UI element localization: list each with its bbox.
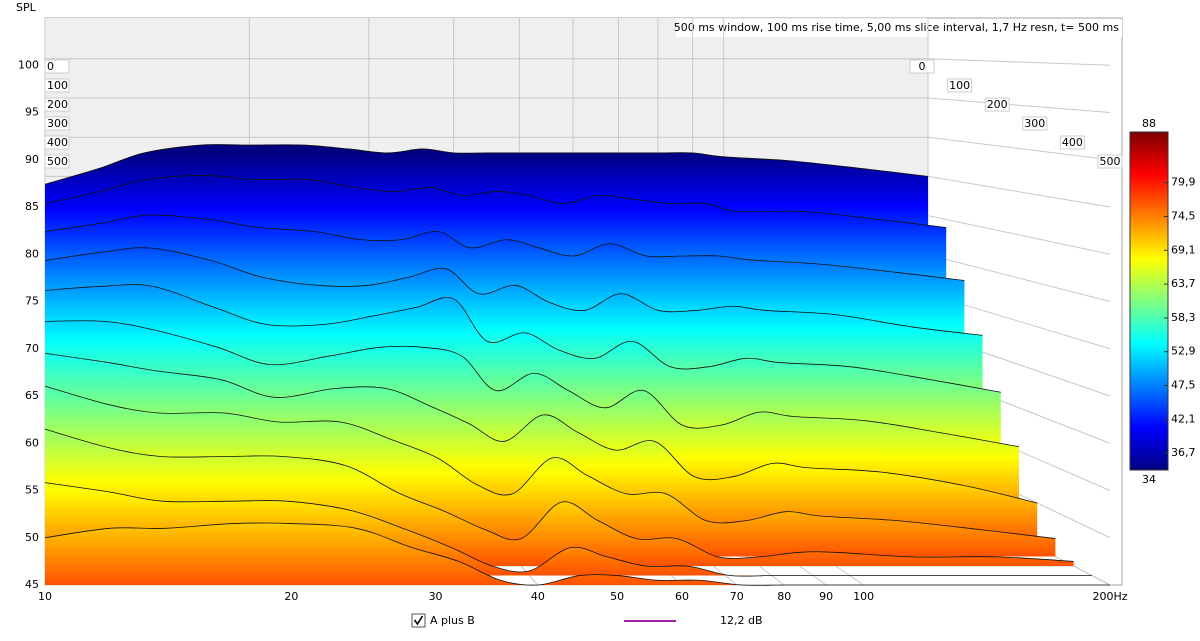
y-tick-label: 75	[25, 295, 39, 308]
colorbar-label: 63,7	[1171, 277, 1196, 290]
x-tick-label: 30	[429, 590, 443, 603]
z-tick-box	[1059, 135, 1085, 150]
z-tick-label: 500	[1100, 155, 1121, 168]
z-tick-label: 400	[47, 136, 68, 149]
z-tick-box	[44, 78, 70, 93]
z-tick-label: 0	[47, 60, 54, 73]
slice-line	[44, 144, 929, 185]
z-tick-label: 100	[949, 79, 970, 92]
y-label: SPL	[16, 1, 37, 14]
colorbar-label: 79,9	[1171, 176, 1196, 189]
y-tick-label: 70	[25, 342, 39, 355]
y-tick-label: 85	[25, 200, 39, 213]
z-tick-box	[1022, 116, 1048, 131]
x-tick-label: 80	[777, 590, 791, 603]
x-tick-label: 50	[610, 590, 624, 603]
z-tick-box	[947, 78, 973, 93]
y-tick-label: 45	[25, 578, 39, 591]
slice-line	[44, 385, 1056, 539]
y-tick-label: 80	[25, 247, 39, 260]
slice-line	[44, 522, 1110, 586]
x-tick-label: 60	[675, 590, 689, 603]
slice-fill	[45, 522, 1110, 586]
colorbar-label: 36,7	[1171, 446, 1196, 459]
z-tick-box	[984, 97, 1010, 112]
z-tick-label: 400	[1062, 136, 1083, 149]
colorbar	[1129, 131, 1169, 471]
slice-line	[44, 214, 965, 281]
y-tick-label: 65	[25, 389, 39, 402]
slice-line	[44, 352, 1038, 504]
x-tick-label: 200Hz	[1092, 590, 1127, 603]
slice-line	[44, 482, 1092, 577]
colorbar-label: 69,1	[1171, 243, 1196, 256]
x-tick-label: 100	[853, 590, 874, 603]
z-tick-label: 300	[47, 117, 68, 130]
x-tick-label: 40	[531, 590, 545, 603]
x-tick-label: 90	[819, 590, 833, 603]
y-tick-label: 55	[25, 484, 39, 497]
colorbar-label: 88	[1142, 117, 1156, 130]
z-tick-box	[44, 116, 70, 131]
z-tick-label: 200	[987, 98, 1008, 111]
colorbar-label: 74,5	[1171, 210, 1196, 223]
legend-value: 12,2 dB	[720, 614, 763, 627]
slice-line	[44, 284, 1001, 393]
colorbar-label: 34	[1142, 473, 1156, 486]
y-tick-label: 90	[25, 153, 39, 166]
y-tick-label: 100	[18, 58, 39, 71]
z-tick-box	[44, 154, 70, 169]
x-tick-label: 10	[38, 590, 52, 603]
colorbar-label: 42,1	[1171, 412, 1196, 425]
colorbar-label: 47,5	[1171, 379, 1196, 392]
slice-line	[44, 247, 983, 336]
z-tick-label: 300	[1024, 117, 1045, 130]
x-tick-label: 20	[284, 590, 298, 603]
colorbar-label: 52,9	[1171, 345, 1196, 358]
z-tick-box	[44, 59, 70, 74]
z-tick-box	[1097, 154, 1123, 169]
x-tick-label: 70	[730, 590, 744, 603]
y-tick-label: 60	[25, 436, 39, 449]
z-tick-label: 100	[47, 79, 68, 92]
z-tick-box	[44, 97, 70, 112]
z-tick-box	[44, 135, 70, 150]
colorbar-label: 58,3	[1171, 311, 1196, 324]
z-tick-label: 0	[919, 60, 926, 73]
legend-name[interactable]: A plus B	[430, 614, 475, 627]
z-tick-label: 200	[47, 98, 68, 111]
slice-line	[44, 175, 947, 228]
slice-line	[44, 428, 1074, 562]
annotation: 500 ms window, 100 ms rise time, 5,00 ms…	[674, 21, 1120, 34]
annotation-box	[676, 19, 1122, 37]
z-tick-box	[909, 59, 935, 74]
z-tick-label: 500	[47, 155, 68, 168]
checkmark	[413, 615, 424, 626]
y-tick-label: 95	[25, 106, 39, 119]
y-tick-label: 50	[25, 531, 39, 544]
slice-line	[44, 320, 1020, 448]
